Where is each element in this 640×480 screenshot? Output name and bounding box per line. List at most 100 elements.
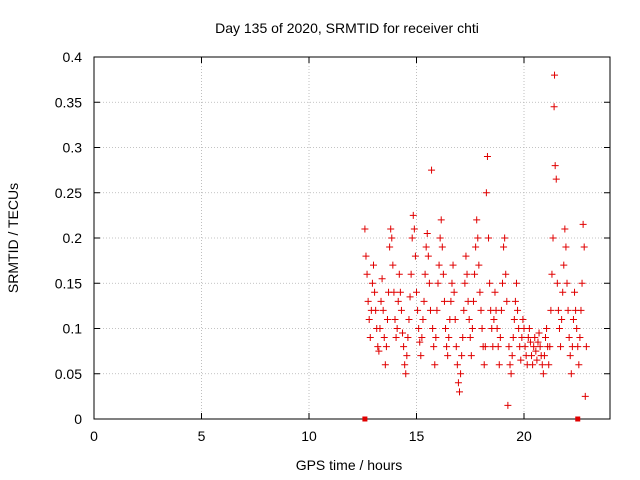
data-point (408, 234, 416, 242)
data-point (462, 252, 470, 260)
data-point (426, 306, 434, 314)
y-tick-label: 0.1 (63, 321, 83, 337)
data-point (524, 334, 532, 342)
data-point (483, 153, 491, 161)
data-point (557, 343, 565, 351)
data-point (425, 279, 433, 287)
data-point (428, 166, 436, 174)
data-point (475, 261, 483, 269)
y-tick-label: 0.4 (63, 49, 83, 65)
x-tick-label: 5 (198, 428, 206, 444)
data-point (581, 392, 589, 400)
data-point (372, 306, 380, 314)
data-point (580, 243, 588, 251)
data-point (481, 343, 489, 351)
data-point (545, 361, 553, 369)
data-point (377, 297, 385, 305)
data-point (421, 270, 429, 278)
data-point (454, 379, 462, 387)
data-point (444, 352, 452, 360)
coverage-marker (575, 416, 581, 422)
data-point (566, 352, 574, 360)
data-point (431, 361, 439, 369)
data-point (547, 306, 555, 314)
data-point (506, 361, 514, 369)
data-point (473, 216, 481, 224)
y-axis-label: SRMTID / TECUs (5, 183, 21, 293)
data-point (395, 270, 403, 278)
data-point (507, 370, 515, 378)
data-point (576, 334, 584, 342)
data-point (578, 279, 586, 287)
data-point (550, 103, 558, 111)
data-point (466, 334, 474, 342)
data-point (387, 225, 395, 233)
data-point (493, 325, 501, 332)
data-point (512, 279, 520, 287)
data-point (374, 343, 382, 351)
data-point (554, 306, 562, 314)
x-tick-label: 10 (301, 428, 317, 444)
data-point (397, 306, 405, 314)
data-point (491, 288, 499, 296)
data-point (465, 315, 473, 323)
data-point (514, 306, 522, 314)
data-point (365, 315, 373, 323)
data-point (457, 370, 465, 378)
data-point (494, 343, 502, 351)
data-point (510, 315, 518, 323)
data-point (502, 270, 510, 278)
data-point (561, 225, 569, 233)
data-point (439, 270, 447, 278)
data-point (450, 288, 458, 296)
data-point (368, 279, 376, 287)
data-point (419, 315, 427, 323)
data-point (467, 352, 475, 360)
data-point (423, 229, 431, 237)
data-point (496, 334, 504, 342)
data-point (564, 306, 572, 314)
data-point (528, 352, 536, 360)
data-point (463, 270, 471, 278)
data-point (480, 361, 488, 369)
data-point (366, 334, 374, 342)
data-point (495, 361, 503, 369)
data-point (414, 306, 422, 314)
data-point (410, 225, 418, 233)
y-tick-label: 0.15 (55, 275, 82, 291)
data-point (529, 361, 537, 369)
data-point (458, 352, 466, 360)
data-point (565, 334, 573, 342)
data-point (526, 338, 534, 346)
data-point (453, 361, 461, 369)
data-point (511, 297, 519, 305)
data-point (543, 325, 551, 332)
data-point (363, 270, 371, 278)
data-point (582, 343, 590, 351)
data-point (532, 347, 540, 355)
data-point (432, 334, 440, 342)
data-point (562, 243, 570, 251)
data-point (499, 279, 506, 287)
x-axis-ticks: 0 5 10 15 20 (90, 57, 532, 444)
data-point (551, 162, 559, 170)
data-point (505, 343, 513, 351)
data-point (519, 315, 527, 323)
data-point (403, 352, 411, 360)
data-point (574, 343, 582, 351)
data-point (436, 234, 444, 242)
data-point (440, 297, 448, 305)
data-point (447, 297, 455, 305)
data-point (478, 325, 486, 332)
x-tick-label: 0 (90, 428, 98, 444)
data-point (504, 401, 512, 409)
y-tick-label: 0.25 (55, 185, 82, 201)
data-point (429, 325, 437, 332)
data-point (575, 361, 583, 369)
x-axis-label: GPS time / hours (296, 457, 403, 473)
data-point (503, 297, 511, 305)
data-point (375, 347, 383, 355)
data-point (381, 361, 389, 369)
data-point (430, 343, 438, 351)
data-point (378, 275, 386, 283)
